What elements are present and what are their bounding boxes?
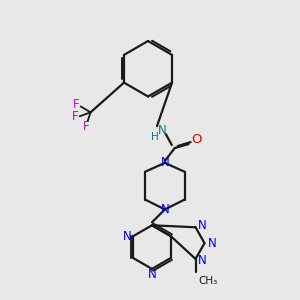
Text: N: N <box>160 156 169 170</box>
Text: N: N <box>198 219 207 232</box>
Text: F: F <box>74 98 80 111</box>
Text: N: N <box>160 203 169 216</box>
Text: H: H <box>151 132 159 142</box>
Text: N: N <box>208 237 217 250</box>
Text: F: F <box>71 110 78 123</box>
Text: O: O <box>191 133 202 146</box>
Text: N: N <box>148 268 156 281</box>
Text: CH₃: CH₃ <box>199 276 218 286</box>
Text: F: F <box>83 120 90 133</box>
Text: N: N <box>158 124 166 137</box>
Text: N: N <box>198 254 207 268</box>
Text: N: N <box>123 230 131 243</box>
